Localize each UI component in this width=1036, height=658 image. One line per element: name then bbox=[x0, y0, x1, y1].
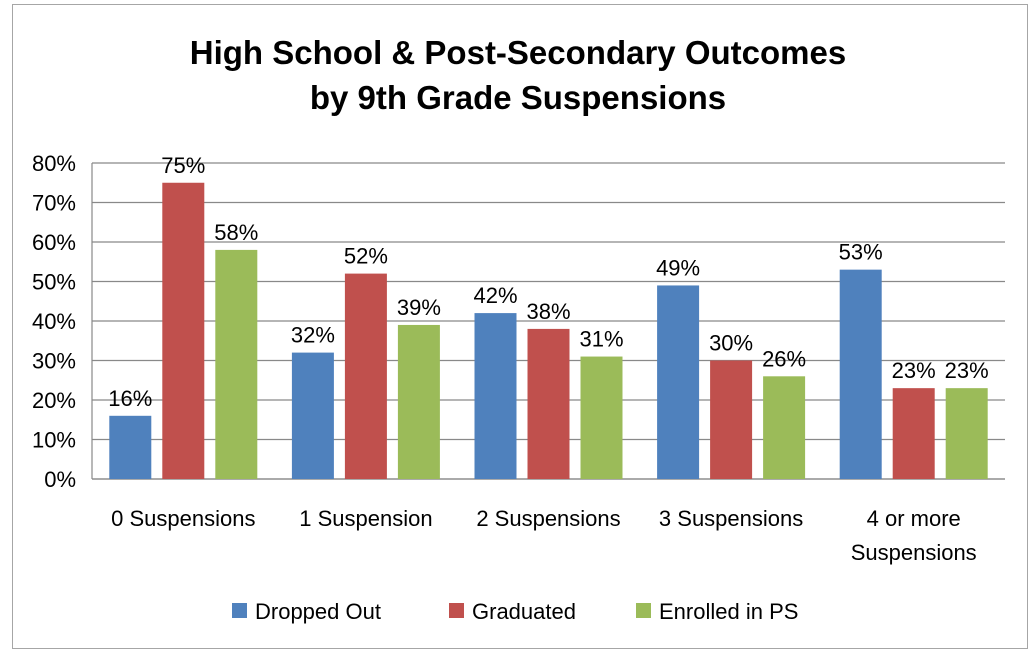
category-label-4: Suspensions bbox=[851, 540, 977, 565]
y-tick-label: 40% bbox=[32, 309, 76, 334]
data-label-2-4: 23% bbox=[945, 358, 989, 383]
bars bbox=[109, 182, 988, 479]
data-labels: 16% 75% 58% 32% 52% 39% 42% 38% 31% 49% 30% 26% 53% 2… bbox=[108, 153, 988, 411]
x-axis-categories: 0 Suspensions 1 Suspension 2 Suspensions 3 … bbox=[111, 506, 977, 565]
bar-1-4 bbox=[892, 388, 935, 479]
data-label-1-4: 23% bbox=[892, 358, 936, 383]
data-label-2-1: 39% bbox=[397, 295, 441, 320]
y-tick-label: 0% bbox=[44, 467, 76, 492]
y-tick-label: 10% bbox=[32, 428, 76, 453]
bar-2-0 bbox=[215, 249, 258, 479]
y-tick-label: 60% bbox=[32, 230, 76, 255]
data-label-0-1: 32% bbox=[291, 323, 335, 348]
data-label-2-3: 26% bbox=[762, 346, 806, 371]
data-label-1-1: 52% bbox=[344, 244, 388, 269]
y-tick-label: 80% bbox=[32, 151, 76, 176]
legend-swatch-1 bbox=[449, 603, 464, 618]
data-label-0-0: 16% bbox=[108, 386, 152, 411]
title-line-0: High School & Post-Secondary Outcomes bbox=[190, 34, 846, 71]
legend-label-0: Dropped Out bbox=[255, 599, 381, 624]
category-label-3: 3 Suspensions bbox=[659, 506, 803, 531]
bar-2-1 bbox=[397, 324, 440, 479]
bar-0-2 bbox=[474, 313, 517, 479]
y-tick-label: 30% bbox=[32, 349, 76, 374]
bar-0-3 bbox=[657, 285, 700, 479]
bar-2-3 bbox=[763, 376, 806, 479]
y-axis-ticks: 0% 10% 20% 30% 40% 50% 60% 70% 80% bbox=[32, 151, 76, 492]
bar-1-3 bbox=[710, 360, 753, 479]
category-label-0: 0 Suspensions bbox=[111, 506, 255, 531]
bar-2-2 bbox=[580, 356, 623, 479]
bar-1-0 bbox=[162, 182, 205, 479]
category-label-2: 2 Suspensions bbox=[476, 506, 620, 531]
bar-0-0 bbox=[109, 415, 152, 479]
y-tick-label: 20% bbox=[32, 388, 76, 413]
data-label-2-0: 58% bbox=[214, 220, 258, 245]
data-label-0-4: 53% bbox=[839, 240, 883, 265]
data-label-1-3: 30% bbox=[709, 331, 753, 356]
bar-2-4 bbox=[945, 388, 988, 479]
legend-swatch-2 bbox=[636, 603, 651, 618]
y-tick-label: 70% bbox=[32, 191, 76, 216]
data-label-0-2: 42% bbox=[473, 283, 517, 308]
bar-0-4 bbox=[839, 269, 882, 479]
y-tick-label: 50% bbox=[32, 270, 76, 295]
bar-0-1 bbox=[291, 352, 334, 479]
data-label-1-2: 38% bbox=[526, 299, 570, 324]
legend-label-1: Graduated bbox=[472, 599, 576, 624]
data-label-2-2: 31% bbox=[579, 327, 623, 352]
category-label-1: 1 Suspension bbox=[299, 506, 432, 531]
legend: Dropped Out Graduated Enrolled in PS bbox=[232, 599, 798, 624]
bar-1-1 bbox=[344, 273, 387, 479]
title-line-1: by 9th Grade Suspensions bbox=[310, 79, 726, 116]
bar-1-2 bbox=[527, 328, 570, 479]
legend-label-2: Enrolled in PS bbox=[659, 599, 798, 624]
category-label-4: 4 or more bbox=[867, 506, 961, 531]
chart-title: High School & Post-Secondary Outcomes by … bbox=[190, 34, 846, 116]
legend-swatch-0 bbox=[232, 603, 247, 618]
data-label-1-0: 75% bbox=[161, 153, 205, 178]
data-label-0-3: 49% bbox=[656, 255, 700, 280]
